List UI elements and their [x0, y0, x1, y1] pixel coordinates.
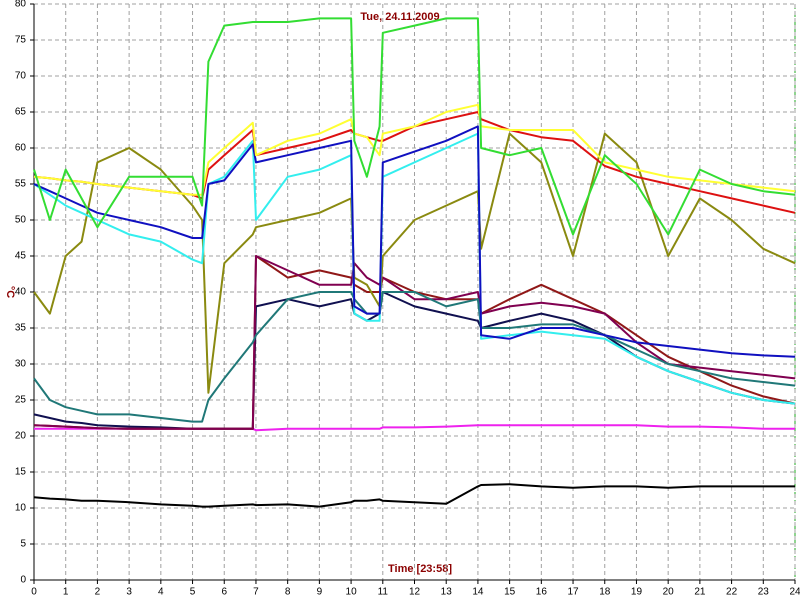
series-line	[33, 103, 796, 196]
x-tick-label: 10	[346, 587, 358, 598]
y-tick-label: 75	[15, 35, 27, 46]
series-line	[33, 17, 796, 236]
x-tick-label: 13	[441, 587, 453, 598]
y-tick-label: 15	[15, 467, 27, 478]
y-tick-label: 10	[15, 503, 27, 514]
y-tick-label: 40	[15, 287, 27, 298]
y-tick-label: 60	[15, 143, 27, 154]
y-tick-label: 35	[15, 323, 27, 334]
chart-title: Tue, 24.11.2009	[360, 11, 439, 23]
x-axis-label: Time [23:58]	[388, 563, 452, 575]
x-tick-label: 18	[599, 587, 611, 598]
y-tick-label: 0	[20, 575, 26, 586]
x-tick-label: 7	[253, 587, 259, 598]
y-tick-label: 25	[15, 395, 27, 406]
x-tick-label: 23	[758, 587, 770, 598]
y-tick-label: 65	[15, 107, 27, 118]
series-line	[33, 483, 795, 508]
x-tick-label: 3	[126, 587, 132, 598]
x-tick-label: 1	[63, 587, 69, 598]
y-tick-label: 45	[15, 251, 27, 262]
series-line	[33, 291, 796, 423]
x-tick-label: 8	[285, 587, 291, 598]
x-tick-label: 17	[567, 587, 579, 598]
x-tick-label: 20	[663, 587, 675, 598]
y-tick-label: 80	[15, 0, 27, 10]
x-tick-label: 11	[378, 587, 389, 598]
y-axis-label: °C	[4, 286, 16, 298]
y-tick-label: 5	[20, 539, 26, 550]
x-tick-label: 24	[789, 587, 800, 598]
x-tick-label: 4	[158, 587, 164, 598]
x-tick-label: 22	[726, 587, 738, 598]
x-tick-label: 2	[95, 587, 101, 598]
series-line	[33, 132, 796, 394]
x-tick-label: 19	[631, 587, 643, 598]
x-tick-label: 9	[317, 587, 323, 598]
x-tick-label: 5	[190, 587, 196, 598]
x-tick-label: 0	[31, 587, 37, 598]
y-tick-label: 50	[15, 215, 27, 226]
x-tick-label: 16	[536, 587, 548, 598]
series-line	[33, 125, 796, 358]
y-tick-label: 20	[15, 431, 27, 442]
series-line	[33, 132, 796, 405]
x-tick-label: 6	[221, 587, 227, 598]
y-tick-label: 70	[15, 71, 27, 82]
x-tick-label: 14	[472, 587, 484, 598]
series-line	[33, 255, 796, 430]
x-tick-label: 21	[694, 587, 706, 598]
y-tick-label: 55	[15, 179, 27, 190]
x-tick-label: 15	[504, 587, 516, 598]
y-tick-label: 30	[15, 359, 27, 370]
x-tick-label: 12	[409, 587, 421, 598]
